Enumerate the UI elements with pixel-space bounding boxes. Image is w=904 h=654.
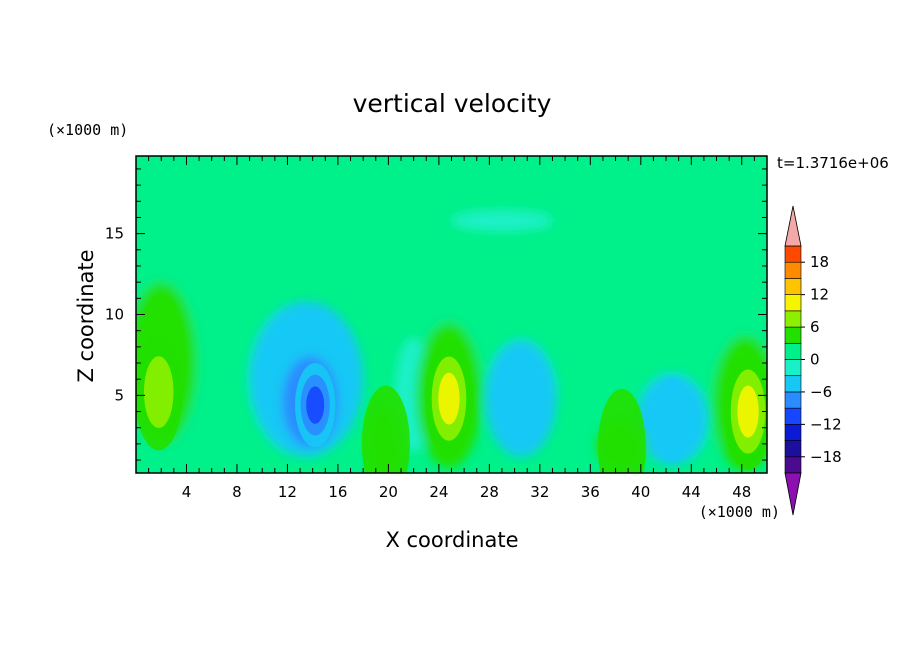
colorbar-over-arrow [784, 205, 802, 247]
colorbar-tick-label: 18 [810, 253, 829, 271]
colorbar-tick-label: −18 [810, 448, 842, 466]
plot-area [135, 155, 768, 474]
colorbar-tick-label: −6 [810, 383, 832, 401]
y-tick-label: 15 [105, 225, 124, 243]
x-axis-label: X coordinate [385, 528, 518, 552]
colorbar-tick-label: 6 [810, 318, 820, 336]
colorbar: 18 12 6 0 −6 −12 −18 [784, 205, 842, 516]
colorbar-segment [784, 245, 802, 263]
contour-region [451, 210, 553, 231]
tick-marks [136, 156, 767, 473]
colorbar-segment [784, 391, 802, 409]
x-tick-labels: 4 8 12 16 20 24 28 32 36 40 44 48 [182, 483, 752, 501]
contour-core [724, 353, 767, 470]
y-axis-unit: (×1000 m) [47, 121, 128, 139]
contour-core [136, 333, 183, 451]
x-tick-label: 12 [278, 483, 297, 501]
x-tick-label: 16 [328, 483, 347, 501]
contour-region [501, 201, 654, 396]
contour-core [500, 353, 542, 438]
colorbar-segment [784, 375, 802, 393]
colorbar-segment [784, 326, 802, 344]
contour-core [597, 388, 646, 473]
x-tick-label: 44 [682, 483, 701, 501]
colorbar-segment [784, 407, 802, 425]
x-tick-label: 48 [732, 483, 751, 501]
colorbar-segment [784, 278, 802, 295]
x-tick-label: 4 [182, 483, 192, 501]
x-tick-label: 40 [631, 483, 650, 501]
colorbar-under-arrow [784, 472, 802, 516]
contour-region [306, 188, 433, 237]
y-tick-labels: 5 10 15 [105, 225, 124, 405]
y-tick-label: 5 [114, 386, 124, 404]
contour-core [361, 385, 410, 473]
colorbar-segment [784, 359, 802, 377]
chart-title: vertical velocity [353, 89, 552, 118]
colorbar-segment [784, 310, 802, 328]
x-tick-label: 32 [530, 483, 549, 501]
colorbar-tick-label: 12 [810, 286, 829, 304]
colorbar-tick-label: 0 [810, 351, 820, 369]
contour-core [424, 340, 473, 457]
contour-core [295, 363, 336, 448]
y-tick-label: 10 [105, 306, 124, 324]
x-tick-label: 28 [480, 483, 499, 501]
x-tick-label: 36 [581, 483, 600, 501]
colorbar-segment [784, 342, 802, 360]
x-axis-unit: (×1000 m) [699, 503, 780, 521]
contour-core [652, 377, 693, 462]
colorbar-segment [784, 424, 802, 441]
time-label: t=1.3716e+06 [777, 154, 889, 172]
x-tick-label: 8 [232, 483, 242, 501]
contour-field [136, 185, 767, 473]
colorbar-tick-label: −12 [810, 415, 842, 433]
colorbar-segment [784, 261, 802, 279]
colorbar-segment [784, 294, 802, 312]
x-tick-label: 24 [429, 483, 448, 501]
y-axis-label: Z coordinate [74, 249, 98, 382]
colorbar-segment [784, 440, 802, 458]
colorbar-segment [784, 456, 802, 474]
x-tick-label: 20 [379, 483, 398, 501]
